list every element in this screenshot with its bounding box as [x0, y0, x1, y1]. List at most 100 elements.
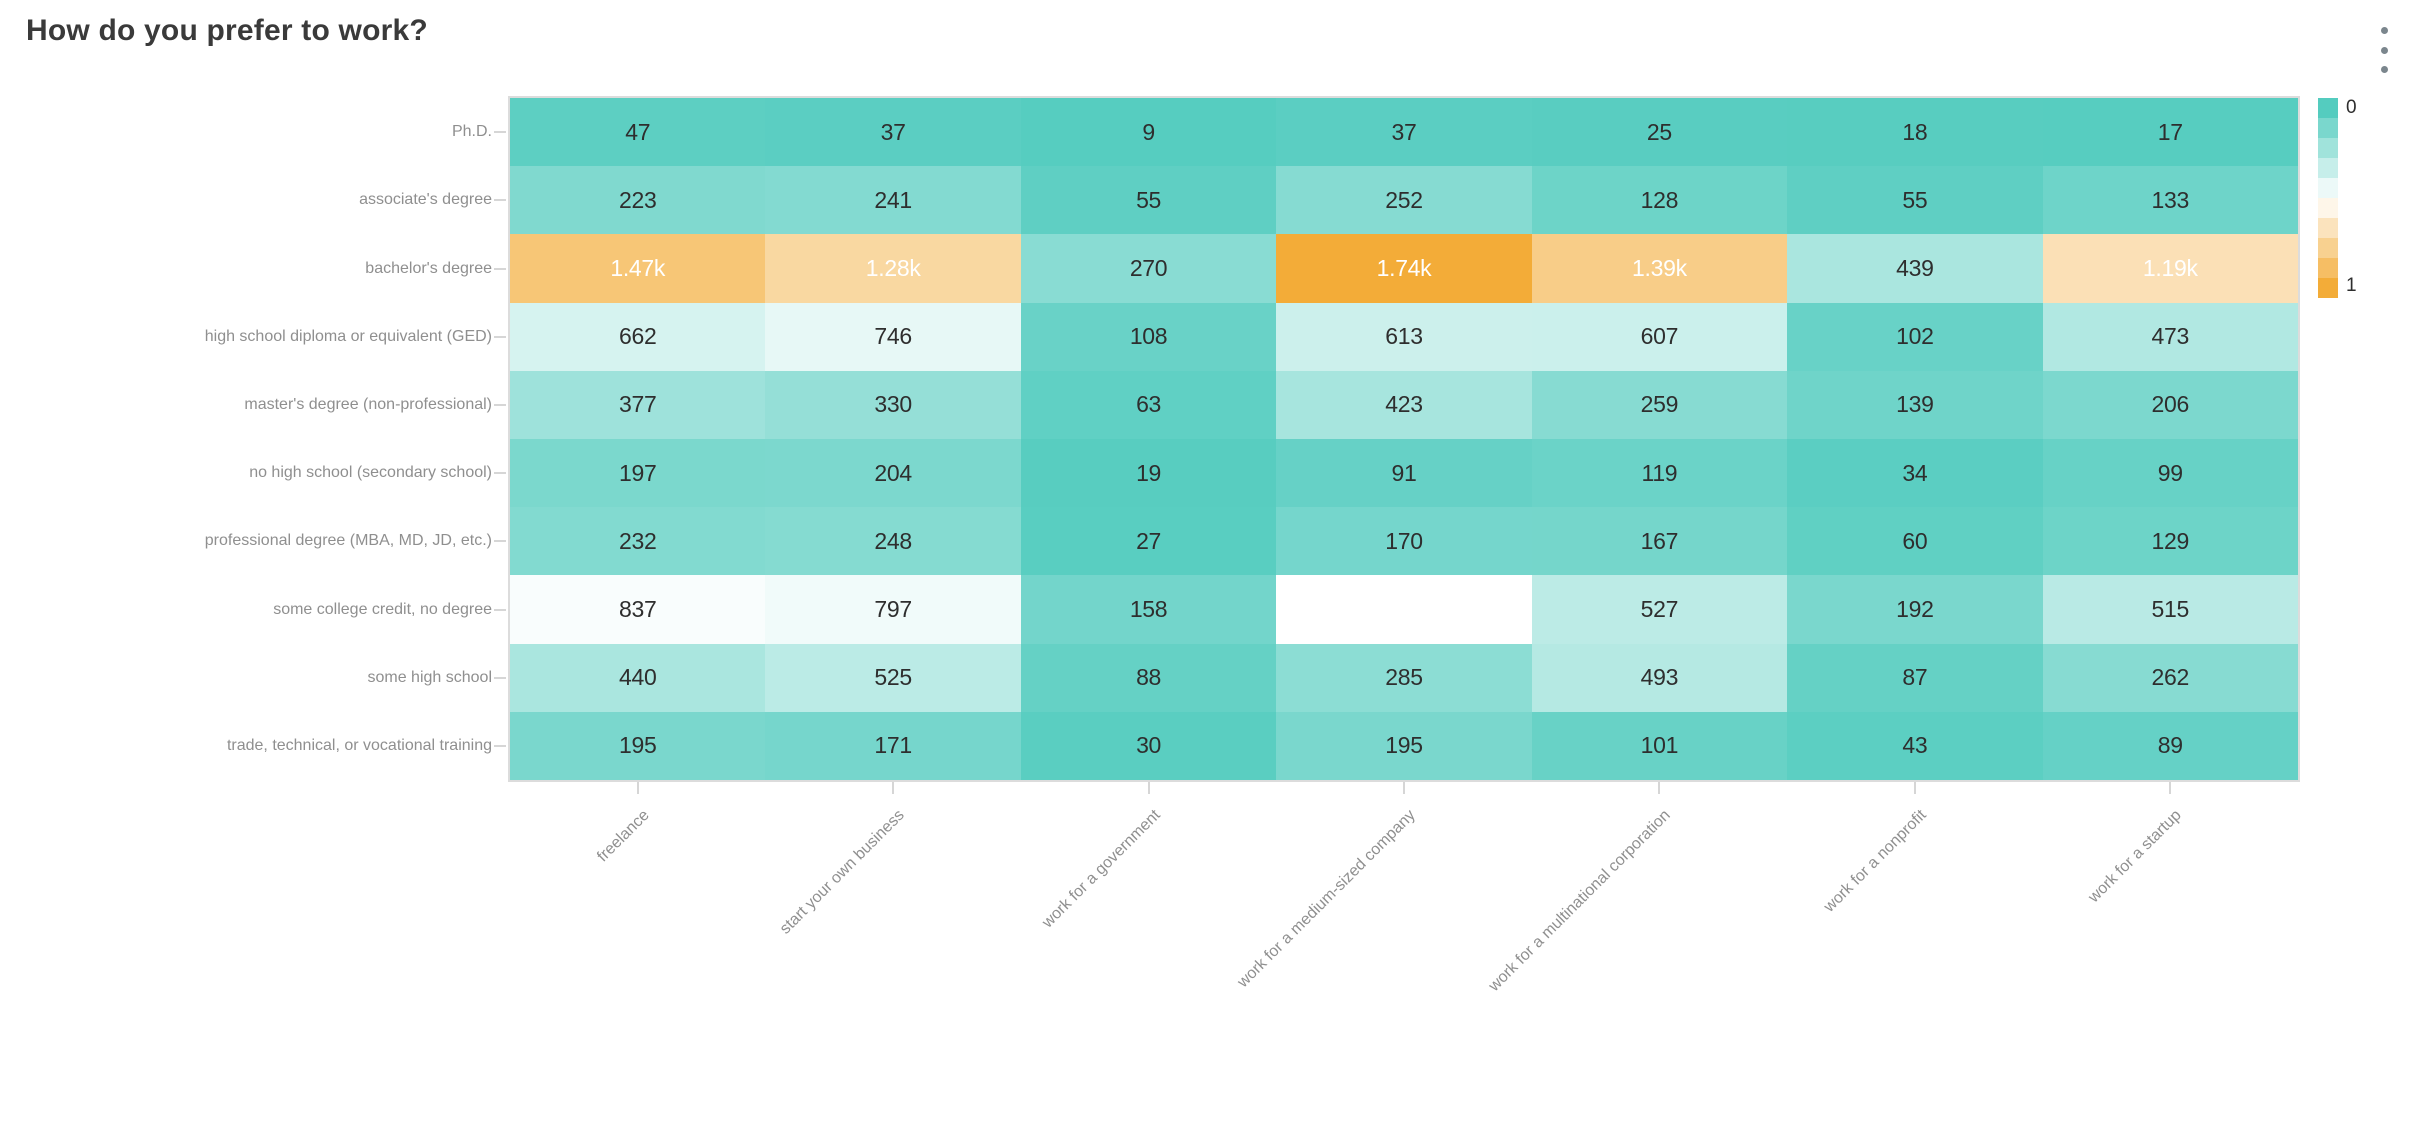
- heatmap-cell[interactable]: 1.47k: [510, 234, 766, 303]
- y-axis-tick: [494, 676, 506, 679]
- heatmap-cell[interactable]: 525: [765, 643, 1021, 712]
- heatmap-cell[interactable]: 63: [1020, 370, 1277, 439]
- heatmap-cell[interactable]: 330: [765, 370, 1021, 439]
- heatmap-cell[interactable]: 197: [510, 438, 766, 508]
- x-axis-tick: [892, 782, 895, 794]
- y-axis-tick: [494, 403, 506, 406]
- x-axis-label: work for a startup: [2085, 806, 2186, 907]
- y-axis-label: Ph.D.: [451, 123, 492, 141]
- x-axis-tick: [636, 782, 639, 794]
- heatmap-cell[interactable]: 101: [1531, 711, 1788, 780]
- heatmap-cell[interactable]: 223: [510, 166, 766, 235]
- heatmap-cell[interactable]: 99: [2042, 438, 2298, 508]
- y-axis-label: associate's degree: [359, 191, 492, 209]
- heatmap-cell[interactable]: 102: [1787, 302, 2043, 371]
- heatmap-cell[interactable]: 25: [1531, 98, 1788, 167]
- heatmap-cell[interactable]: 662: [510, 302, 766, 371]
- y-axis-label: some high school: [367, 668, 492, 686]
- heatmap-cell[interactable]: 88: [1020, 643, 1277, 712]
- y-axis-label: trade, technical, or vocational training: [226, 736, 492, 754]
- heatmap-cell[interactable]: 18: [1787, 98, 2043, 167]
- heatmap-cell[interactable]: 377: [510, 370, 766, 439]
- y-axis-tick: [494, 335, 506, 338]
- heatmap-cell[interactable]: 493: [1531, 643, 1788, 712]
- heatmap-cell[interactable]: 192: [1787, 575, 2043, 644]
- heatmap-cell[interactable]: 89: [2042, 711, 2298, 780]
- heatmap-cell[interactable]: 17: [2042, 98, 2298, 167]
- heatmap-cell[interactable]: 252: [1276, 166, 1532, 235]
- heatmap-cell[interactable]: 55: [1787, 166, 2043, 235]
- y-axis-tick: [494, 199, 506, 202]
- heatmap-cell[interactable]: 119: [1531, 438, 1788, 508]
- heatmap-cell[interactable]: 423: [1276, 370, 1532, 439]
- kebab-dot: [2380, 46, 2388, 54]
- heatmap-cell[interactable]: 473: [2042, 302, 2298, 371]
- x-axis-label: freelance: [593, 806, 653, 866]
- heatmap-cell[interactable]: 440: [510, 643, 766, 712]
- heatmap-cell[interactable]: 139: [1787, 370, 2043, 439]
- heatmap-cell[interactable]: 158: [1020, 575, 1277, 644]
- legend-color-step: [2318, 278, 2338, 298]
- heatmap-cell[interactable]: 248: [765, 507, 1021, 576]
- legend-color-step: [2318, 198, 2338, 218]
- heatmap-cell[interactable]: 241: [765, 166, 1021, 235]
- heatmap-cell[interactable]: 613: [1276, 302, 1532, 371]
- heatmap-cell[interactable]: 37: [1276, 98, 1532, 167]
- heatmap-cell[interactable]: 27: [1020, 507, 1277, 576]
- heatmap-cell[interactable]: 34: [1787, 438, 2043, 508]
- x-axis-tick: [1403, 782, 1405, 794]
- heatmap-cell[interactable]: 1.74k: [1276, 234, 1532, 303]
- heatmap-cell[interactable]: 43: [1787, 711, 2043, 780]
- legend-min-label: 0: [2346, 97, 2357, 118]
- heatmap-cell[interactable]: 262: [2042, 643, 2298, 712]
- heatmap-cell[interactable]: 195: [510, 711, 766, 780]
- heatmap-cell[interactable]: 837: [510, 575, 766, 644]
- y-axis-label: no high school (secondary school): [249, 464, 492, 482]
- heatmap-cell[interactable]: 60: [1787, 507, 2043, 576]
- heatmap-cell[interactable]: 87: [1787, 643, 2043, 712]
- heatmap-cell[interactable]: 746: [765, 302, 1021, 371]
- heatmap-cell[interactable]: 1.28k: [765, 234, 1021, 303]
- heatmap-cell[interactable]: 439: [1787, 234, 2043, 303]
- heatmap-cell[interactable]: 37: [765, 98, 1021, 167]
- heatmap-cell[interactable]: 91: [1276, 438, 1532, 508]
- heatmap-cell[interactable]: 259: [1531, 370, 1788, 439]
- heatmap-cell[interactable]: 30: [1020, 711, 1277, 780]
- heatmap-cell[interactable]: 1.39k: [1531, 234, 1788, 303]
- legend-max-label: 1: [2346, 275, 2357, 296]
- heatmap-plot-area: 47 37 9 37 25 18 17 223 241 55 252 128 55 133 1.47k 1.2…: [508, 96, 2300, 782]
- heatmap-cell[interactable]: 206: [2042, 370, 2298, 439]
- heatmap-cell[interactable]: 195: [1276, 711, 1532, 780]
- legend-color-step: [2318, 218, 2338, 238]
- legend-color-step: [2318, 98, 2338, 118]
- heatmap-cell[interactable]: [1276, 575, 1532, 644]
- heatmap-cell[interactable]: 270: [1020, 234, 1277, 303]
- heatmap-cell[interactable]: 128: [1531, 166, 1788, 235]
- y-axis-label: professional degree (MBA, MD, JD, etc.): [204, 532, 492, 550]
- heatmap-cell[interactable]: 204: [765, 438, 1021, 508]
- legend-color-step: [2318, 238, 2338, 258]
- x-axis-label: work for a medium-sized company: [1234, 806, 1419, 992]
- heatmap-cell[interactable]: 47: [510, 98, 766, 167]
- x-axis-label: work for a multinational corporation: [1486, 806, 1675, 995]
- heatmap-cell[interactable]: 607: [1531, 302, 1788, 371]
- heatmap-cell[interactable]: 285: [1276, 643, 1532, 712]
- heatmap-cell[interactable]: 527: [1531, 575, 1788, 644]
- heatmap-cell[interactable]: 170: [1276, 507, 1532, 576]
- heatmap-cell[interactable]: 129: [2042, 507, 2298, 576]
- heatmap-cell[interactable]: 797: [765, 575, 1021, 644]
- heatmap-cell[interactable]: 515: [2042, 575, 2298, 644]
- kebab-dot: [2380, 66, 2388, 73]
- kebab-dot: [2380, 27, 2388, 34]
- heatmap-cell[interactable]: 232: [510, 507, 766, 576]
- heatmap-cell[interactable]: 55: [1020, 166, 1277, 235]
- heatmap-cell[interactable]: 133: [2042, 166, 2298, 235]
- y-axis-tick: [494, 744, 506, 747]
- kebab-menu-icon[interactable]: [2372, 27, 2396, 73]
- heatmap-cell[interactable]: 108: [1020, 302, 1277, 371]
- heatmap-cell[interactable]: 1.19k: [2042, 234, 2298, 303]
- heatmap-cell[interactable]: 167: [1531, 507, 1788, 576]
- heatmap-cell[interactable]: 9: [1020, 98, 1277, 167]
- heatmap-cell[interactable]: 171: [765, 711, 1021, 780]
- heatmap-cell[interactable]: 19: [1020, 438, 1277, 508]
